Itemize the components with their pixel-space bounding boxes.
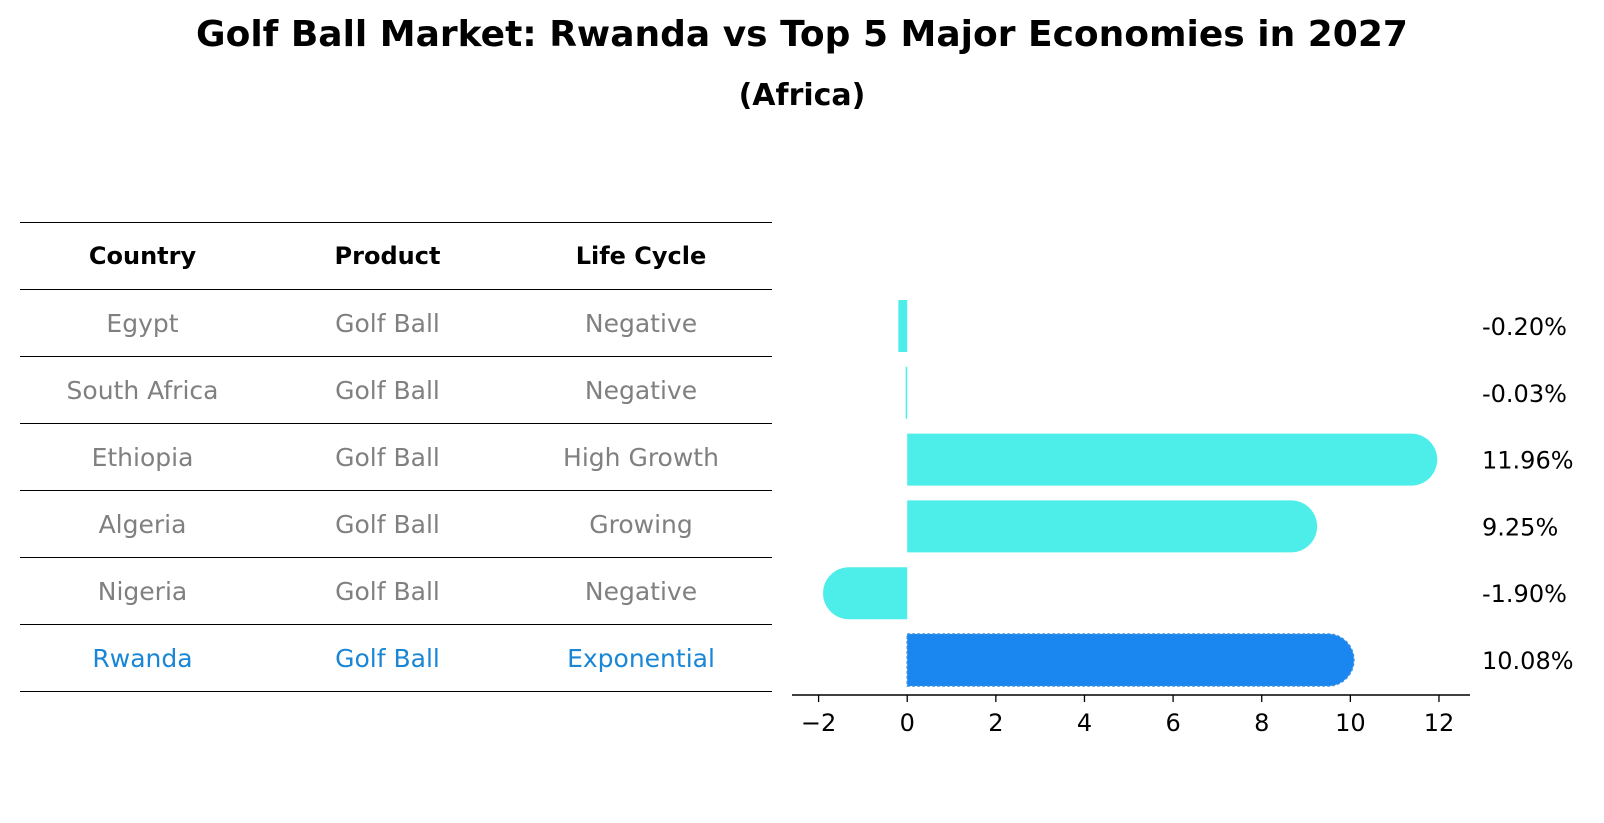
cell-country: Rwanda bbox=[20, 624, 265, 692]
x-tick-label: 10 bbox=[1335, 709, 1366, 737]
bar bbox=[907, 433, 1438, 486]
table-row: Nigeria Golf Ball Negative bbox=[20, 557, 772, 625]
country-table: Country Product Life Cycle Egypt Golf Ba… bbox=[20, 222, 772, 692]
cell-product: Golf Ball bbox=[265, 289, 510, 357]
cell-country: South Africa bbox=[20, 356, 265, 424]
cell-country: Egypt bbox=[20, 289, 265, 357]
bar bbox=[898, 300, 908, 352]
bar-value-label: 10.08% bbox=[1482, 647, 1574, 675]
cell-life-cycle: Negative bbox=[510, 356, 772, 424]
x-tick-label: 0 bbox=[900, 709, 915, 737]
x-tick-label: 4 bbox=[1077, 709, 1092, 737]
bar bbox=[907, 500, 1318, 553]
header-country: Country bbox=[20, 222, 265, 290]
cell-country: Nigeria bbox=[20, 557, 265, 625]
cell-life-cycle: Exponential bbox=[510, 624, 772, 692]
cell-product: Golf Ball bbox=[265, 423, 510, 491]
x-tick-label: −2 bbox=[801, 709, 836, 737]
table-row-highlighted: Rwanda Golf Ball Exponential bbox=[20, 624, 772, 692]
table-row: Algeria Golf Ball Growing bbox=[20, 490, 772, 558]
bar-value-label: 11.96% bbox=[1482, 447, 1574, 475]
bar-value-label: 9.25% bbox=[1482, 513, 1558, 541]
table-row: Egypt Golf Ball Negative bbox=[20, 289, 772, 357]
table-header-row: Country Product Life Cycle bbox=[20, 222, 772, 290]
bar-value-label: -1.90% bbox=[1482, 580, 1567, 608]
cell-life-cycle: High Growth bbox=[510, 423, 772, 491]
cell-product: Golf Ball bbox=[265, 356, 510, 424]
x-tick-label: 2 bbox=[988, 709, 1003, 737]
cell-product: Golf Ball bbox=[265, 624, 510, 692]
cell-country: Ethiopia bbox=[20, 423, 265, 491]
bar-value-label: -0.20% bbox=[1482, 313, 1567, 341]
header-product: Product bbox=[265, 222, 510, 290]
bar bbox=[905, 366, 908, 419]
header-life-cycle: Life Cycle bbox=[510, 222, 772, 290]
chart-subtitle: (Africa) bbox=[738, 78, 866, 113]
x-tick-label: 6 bbox=[1165, 709, 1180, 737]
bar-highlighted bbox=[906, 633, 1355, 687]
x-tick-label: 8 bbox=[1254, 709, 1269, 737]
table-row: Ethiopia Golf Ball High Growth bbox=[20, 423, 772, 491]
cell-country: Algeria bbox=[20, 490, 265, 558]
bar-value-label: -0.03% bbox=[1482, 380, 1567, 408]
cell-life-cycle: Growing bbox=[510, 490, 772, 558]
x-tick-label: 12 bbox=[1424, 709, 1455, 737]
table-row: South Africa Golf Ball Negative bbox=[20, 356, 772, 424]
cell-product: Golf Ball bbox=[265, 557, 510, 625]
chart-title: Golf Ball Market: Rwanda vs Top 5 Major … bbox=[196, 14, 1408, 55]
cell-life-cycle: Negative bbox=[510, 289, 772, 357]
cell-life-cycle: Negative bbox=[510, 557, 772, 625]
cell-product: Golf Ball bbox=[265, 490, 510, 558]
bar bbox=[823, 567, 908, 620]
